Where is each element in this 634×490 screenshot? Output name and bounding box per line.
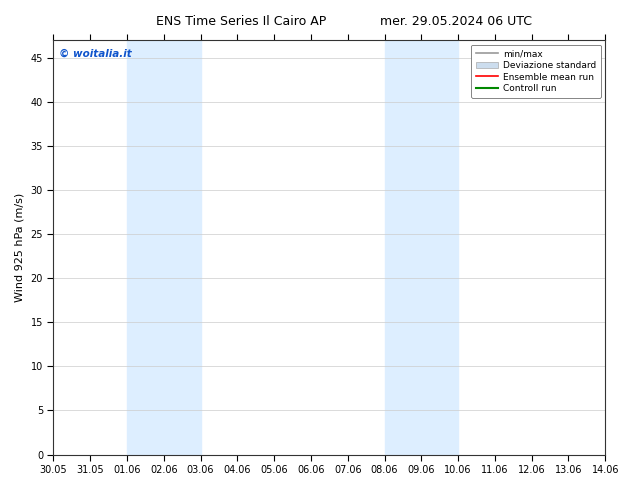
Y-axis label: Wind 925 hPa (m/s): Wind 925 hPa (m/s) <box>15 193 25 302</box>
Legend: min/max, Deviazione standard, Ensemble mean run, Controll run: min/max, Deviazione standard, Ensemble m… <box>471 45 601 98</box>
Text: ENS Time Series Il Cairo AP: ENS Time Series Il Cairo AP <box>156 15 326 28</box>
Bar <box>385 40 458 455</box>
Text: © woitalia.it: © woitalia.it <box>59 49 132 58</box>
Text: mer. 29.05.2024 06 UTC: mer. 29.05.2024 06 UTC <box>380 15 533 28</box>
Bar <box>127 40 200 455</box>
